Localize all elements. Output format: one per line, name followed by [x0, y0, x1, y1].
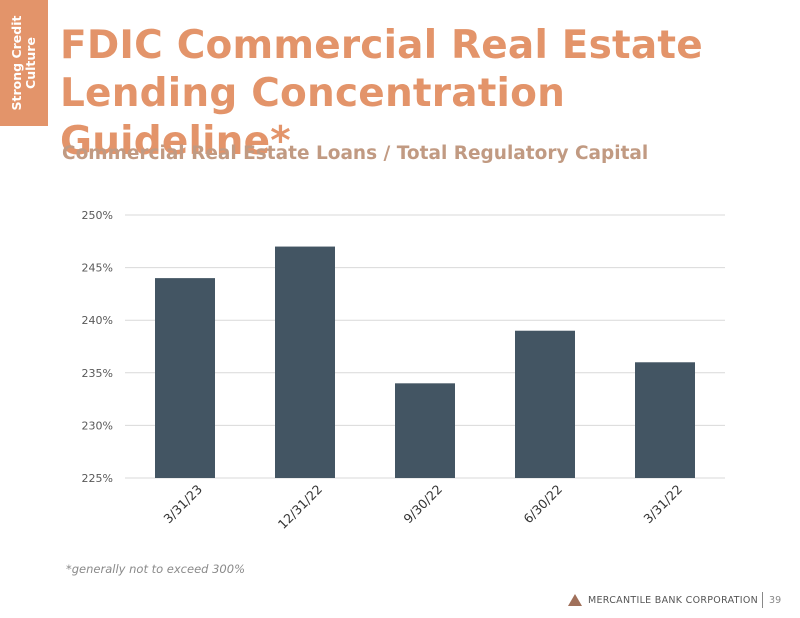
section-tab-line-2: Culture — [23, 37, 38, 89]
y-tick-label: 225% — [82, 472, 113, 485]
bar — [635, 362, 695, 478]
page-title: FDIC Commercial Real Estate Lending Conc… — [60, 22, 800, 166]
bar-chart: 225% 230% 235% 240% 245% 250% 3/31/23 12/31/22 9… — [82, 209, 725, 532]
page-title-line-1: FDIC Commercial Real Estate — [60, 23, 703, 68]
bar — [515, 330, 575, 478]
y-tick-label: 230% — [82, 419, 113, 432]
y-tick-label: 235% — [82, 367, 113, 380]
bar — [275, 246, 335, 478]
company-logo: MERCANTILE BANK CORPORATION 39 — [568, 592, 781, 608]
x-tick-label: 6/30/22 — [520, 482, 565, 527]
triangle-logo-icon — [568, 594, 582, 606]
y-tick-label: 250% — [82, 209, 113, 222]
footer-divider — [762, 592, 764, 608]
page-number: 39 — [769, 594, 782, 606]
x-tick-label: 12/31/22 — [275, 482, 325, 532]
section-tab: Strong Credit Culture — [0, 0, 48, 126]
x-tick-label: 3/31/23 — [160, 482, 205, 527]
x-tick-label: 3/31/22 — [640, 482, 685, 527]
section-tab-label: Strong Credit Culture — [9, 15, 38, 111]
bar — [395, 383, 455, 478]
section-tab-line-1: Strong Credit — [9, 15, 24, 111]
logo-text: MERCANTILE BANK CORPORATION — [588, 594, 759, 606]
bar — [155, 278, 215, 478]
y-tick-label: 245% — [82, 262, 113, 275]
page-title-line-2: Lending Concentration Guideline* — [60, 71, 566, 164]
x-tick-label: 9/30/22 — [400, 482, 445, 527]
y-tick-label: 240% — [82, 314, 113, 327]
chart-subtitle: Commercial Real Estate Loans / Total Reg… — [62, 143, 649, 164]
footnote: *generally not to exceed 300% — [66, 562, 245, 576]
